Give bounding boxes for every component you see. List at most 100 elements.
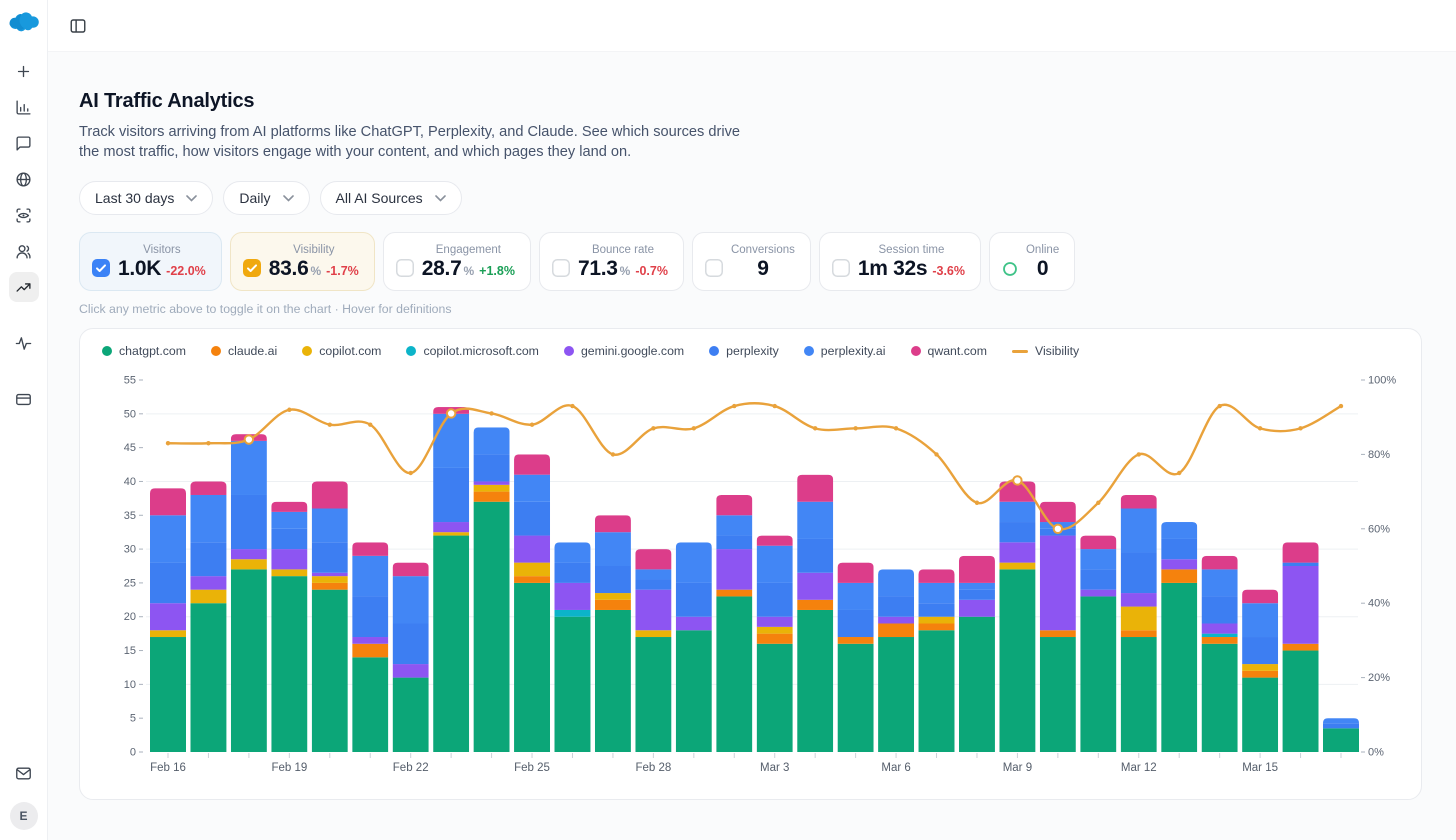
granularity-select[interactable]: Daily xyxy=(223,181,310,215)
bar-feb-17[interactable] xyxy=(190,481,227,752)
metric-label: Online xyxy=(1025,244,1060,256)
svg-text:Feb 25: Feb 25 xyxy=(514,762,550,774)
bar-feb-28[interactable] xyxy=(635,549,672,752)
chat-bubble-icon xyxy=(16,135,31,151)
bar-feb-20[interactable] xyxy=(311,481,348,752)
svg-text:Mar 15: Mar 15 xyxy=(1242,762,1278,774)
legend-dot-icon xyxy=(102,346,112,356)
checkbox-unchecked-icon[interactable] xyxy=(831,259,850,277)
checkbox-checked-blue-icon[interactable] xyxy=(92,259,110,277)
legend-dot-icon xyxy=(803,346,814,356)
svg-text:Mar 9: Mar 9 xyxy=(1003,762,1032,774)
bar-mar-17[interactable] xyxy=(1323,718,1359,752)
metric-delta: -3.6% xyxy=(932,264,965,278)
bar-mar-7[interactable] xyxy=(918,569,955,752)
metric-card-visitors[interactable]: Visitors 1.0K -22.0% xyxy=(79,232,222,291)
bar-feb-23[interactable] xyxy=(433,407,470,752)
bar-feb-19[interactable] xyxy=(271,501,308,752)
scan-eye-icon xyxy=(16,207,31,223)
sidebar-item-billing[interactable] xyxy=(9,384,39,414)
svg-text:20%: 20% xyxy=(1368,672,1390,684)
bar-mar-15[interactable] xyxy=(1242,589,1279,752)
legend-dot-icon xyxy=(406,346,417,356)
metric-card-online[interactable]: Online 0 xyxy=(988,232,1076,291)
sidebar-item-tracking[interactable] xyxy=(9,200,39,230)
metric-value: 71.3 xyxy=(577,257,618,280)
bar-mar-5[interactable] xyxy=(837,562,874,752)
bar-mar-11[interactable] xyxy=(1080,535,1117,752)
sidebar-item-health[interactable] xyxy=(9,328,39,358)
metric-card-bounce-rate[interactable]: Bounce rate 71.3 % -0.7% xyxy=(538,232,684,291)
legend-item: gemini.google.com xyxy=(563,344,684,358)
svg-text:Feb 16: Feb 16 xyxy=(150,762,186,774)
metric-delta: -22.0% xyxy=(166,264,206,278)
sidebar-item-messages[interactable] xyxy=(9,128,39,158)
checkbox-unchecked-icon[interactable] xyxy=(704,259,723,277)
bar-mar-14[interactable] xyxy=(1201,555,1238,752)
user-avatar[interactable]: E xyxy=(9,802,38,830)
bar-feb-21[interactable] xyxy=(352,542,389,752)
metric-label: Conversions xyxy=(730,244,795,256)
source-select[interactable]: All AI Sources xyxy=(319,181,462,215)
bar-chart-icon xyxy=(16,99,31,115)
chart-legend: chatgpt.com claude.ai copilot.com copilot.m… xyxy=(102,344,1079,358)
sidebar: E xyxy=(0,0,48,840)
metric-value: 1.0K xyxy=(118,257,162,280)
checkbox-checked-amber-icon[interactable] xyxy=(242,259,261,277)
metric-card-visibility[interactable]: Visibility 83.6 % -1.7% xyxy=(229,232,375,291)
svg-text:10: 10 xyxy=(124,679,136,691)
legend-item: chatgpt.com xyxy=(102,344,186,358)
sidebar-item-web[interactable] xyxy=(9,164,39,194)
bar-mar-3[interactable] xyxy=(756,535,793,752)
bar-mar-13[interactable] xyxy=(1161,522,1198,752)
visibility-highlight-marker xyxy=(445,408,457,419)
bar-feb-22[interactable] xyxy=(392,562,429,752)
checkbox-unchecked-icon[interactable] xyxy=(395,259,414,277)
metric-label: Visibility xyxy=(293,244,335,256)
bar-mar-4[interactable] xyxy=(797,474,834,752)
bar-feb-24[interactable] xyxy=(473,427,510,752)
metric-label: Bounce rate xyxy=(591,244,654,256)
sidebar-item-inbox[interactable] xyxy=(9,758,39,788)
bar-mar-16[interactable] xyxy=(1282,542,1319,752)
bar-mar-8[interactable] xyxy=(958,555,995,752)
svg-text:40%: 40% xyxy=(1368,598,1390,610)
svg-text:30: 30 xyxy=(124,544,136,556)
bar-feb-25[interactable] xyxy=(514,454,551,752)
svg-text:35: 35 xyxy=(124,510,136,522)
chevron-down-icon xyxy=(186,194,198,202)
legend-line-icon xyxy=(1011,349,1028,353)
sidebar-toggle-button[interactable] xyxy=(64,12,92,40)
bar-mar-10[interactable] xyxy=(1039,501,1076,752)
trending-up-icon xyxy=(16,282,31,292)
sidebar-item-ai-traffic-analytics[interactable] xyxy=(8,272,39,302)
sidebar-item-new[interactable] xyxy=(9,56,39,86)
plus-icon xyxy=(17,65,30,77)
bar-mar-1[interactable] xyxy=(675,542,712,752)
app-logo[interactable] xyxy=(8,12,39,34)
bar-feb-27[interactable] xyxy=(594,515,631,752)
metric-delta: -1.7% xyxy=(326,264,359,278)
bar-mar-6[interactable] xyxy=(878,569,915,752)
date-range-select[interactable]: Last 30 days xyxy=(79,181,214,215)
bar-feb-16[interactable] xyxy=(150,488,186,752)
svg-text:Mar 12: Mar 12 xyxy=(1121,762,1157,774)
metric-value: 83.6 xyxy=(268,257,309,280)
sidebar-item-reports[interactable] xyxy=(9,92,39,122)
main-area: AI Traffic Analytics Track visitors arri… xyxy=(48,0,1456,840)
bar-mar-12[interactable] xyxy=(1120,494,1157,752)
metric-value: 9 xyxy=(757,257,769,280)
bar-feb-18[interactable] xyxy=(230,434,267,752)
bar-feb-26[interactable] xyxy=(554,542,591,752)
metric-card-session-time[interactable]: Session time 1m 32s -3.6% xyxy=(818,232,981,291)
checkbox-unchecked-icon[interactable] xyxy=(551,259,570,277)
bar-mar-2[interactable] xyxy=(716,494,753,752)
visibility-highlight-marker xyxy=(1012,475,1023,486)
svg-text:50: 50 xyxy=(124,408,136,420)
metric-card-engagement[interactable]: Engagement 28.7 % +1.8% xyxy=(382,232,531,291)
sidebar-item-audience[interactable] xyxy=(9,236,39,266)
bar-mar-9[interactable] xyxy=(999,481,1036,752)
traffic-chart[interactable]: 0 5 10 15 20 25 30 35 40 45 50 55 0% 20% 40% 60% 80% 100%… xyxy=(80,329,1421,799)
page-content: AI Traffic Analytics Track visitors arri… xyxy=(48,52,1456,840)
metric-card-conversions[interactable]: Conversions 9 xyxy=(691,232,811,291)
